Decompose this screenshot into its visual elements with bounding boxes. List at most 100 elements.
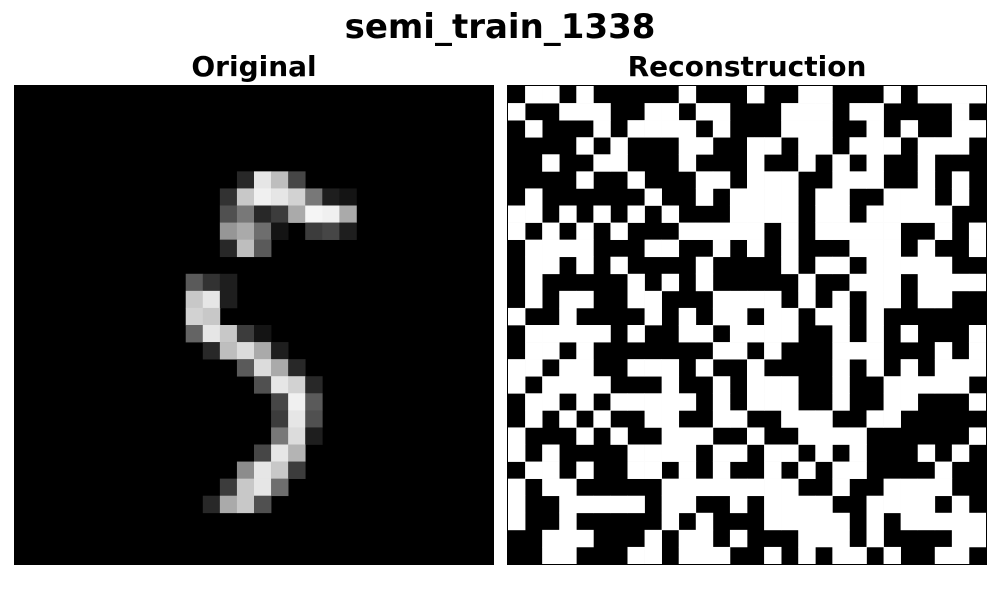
reconstruction-pixel — [934, 478, 953, 497]
original-pixel — [236, 359, 255, 377]
reconstruction-pixel — [798, 273, 816, 292]
reconstruction-pixel — [968, 359, 986, 377]
reconstruction-pixel — [747, 222, 765, 240]
reconstruction-pixel — [627, 495, 645, 514]
reconstruction-pixel — [934, 137, 953, 155]
reconstruction-pixel — [593, 120, 611, 138]
original-image-grid — [185, 171, 357, 514]
reconstruction-pixel — [832, 171, 850, 189]
reconstruction-pixel — [542, 222, 560, 240]
reconstruction-pixel — [815, 120, 833, 138]
original-pixel — [254, 461, 272, 479]
reconstruction-pixel — [849, 171, 867, 189]
reconstruction-pixel — [900, 512, 919, 531]
reconstruction-pixel — [729, 410, 748, 428]
reconstruction-pixel — [576, 222, 594, 240]
reconstruction-pixel — [951, 120, 970, 138]
original-pixel — [254, 325, 272, 343]
original-pixel — [271, 222, 289, 240]
reconstruction-pixel — [798, 290, 816, 309]
reconstruction-pixel — [917, 478, 936, 497]
reconstruction-pixel — [900, 325, 919, 343]
reconstruction-pixel — [832, 512, 850, 531]
reconstruction-pixel — [883, 478, 901, 497]
original-pixel — [219, 342, 238, 360]
reconstruction-pixel — [798, 103, 816, 121]
reconstruction-pixel — [729, 222, 748, 240]
reconstruction-pixel — [576, 256, 594, 275]
reconstruction-pixel — [542, 342, 560, 360]
original-pixel — [305, 376, 323, 394]
reconstruction-pixel — [764, 478, 782, 497]
reconstruction-pixel — [525, 239, 543, 258]
reconstruction-pixel — [917, 256, 936, 275]
reconstruction-pixel — [525, 120, 543, 138]
reconstruction-pixel — [764, 546, 782, 564]
original-pixel — [288, 188, 306, 206]
original-pixel — [271, 478, 289, 497]
reconstruction-pixel — [661, 103, 680, 121]
reconstruction-pixel — [883, 137, 901, 155]
reconstruction-pixel — [951, 171, 970, 189]
reconstruction-pixel — [832, 188, 850, 206]
original-pixel — [202, 495, 221, 514]
reconstruction-pixel — [729, 342, 748, 360]
reconstruction-pixel — [917, 444, 936, 462]
original-pixel — [219, 478, 238, 497]
reconstruction-pixel — [542, 478, 560, 497]
reconstruction-pixel — [508, 359, 526, 377]
reconstruction-pixel — [917, 205, 936, 223]
reconstruction-pixel — [951, 273, 970, 292]
original-pixel — [254, 239, 272, 258]
reconstruction-pixel — [815, 444, 833, 462]
original-image — [15, 86, 493, 564]
reconstruction-pixel — [678, 86, 697, 104]
reconstruction-pixel — [917, 171, 936, 189]
reconstruction-pixel — [798, 512, 816, 531]
reconstruction-pixel — [747, 359, 765, 377]
reconstruction-pixel — [934, 205, 953, 223]
reconstruction-pixel — [832, 393, 850, 411]
original-pixel — [288, 171, 306, 189]
reconstruction-pixel — [695, 188, 714, 206]
reconstruction-pixel — [951, 546, 970, 564]
reconstruction-pixel — [900, 359, 919, 377]
reconstruction-pixel — [798, 154, 816, 172]
reconstruction-pixel — [627, 273, 645, 292]
reconstruction-pixel — [866, 325, 884, 343]
original-pixel — [271, 359, 289, 377]
reconstruction-pixel — [508, 205, 526, 223]
reconstruction-pixel — [883, 239, 901, 258]
reconstruction-pixel — [747, 188, 765, 206]
original-pixel — [202, 273, 221, 292]
reconstruction-pixel — [781, 188, 799, 206]
reconstruction-pixel — [644, 239, 662, 258]
reconstruction-pixel — [951, 444, 970, 462]
reconstruction-pixel — [644, 444, 662, 462]
reconstruction-pixel — [917, 273, 936, 292]
reconstruction-pixel — [747, 205, 765, 223]
reconstruction-pixel — [832, 546, 850, 564]
reconstruction-pixel — [712, 239, 731, 258]
reconstruction-pixel — [866, 342, 884, 360]
reconstruction-pixel — [747, 239, 765, 258]
reconstruction-pixel — [917, 86, 936, 104]
reconstruction-pixel — [678, 137, 697, 155]
reconstruction-pixel — [900, 205, 919, 223]
reconstruction-pixel — [627, 325, 645, 343]
reconstruction-pixel — [866, 239, 884, 258]
reconstruction-pixel — [764, 171, 782, 189]
reconstruction-pixel — [644, 461, 662, 479]
reconstruction-pixel — [712, 290, 731, 309]
reconstruction-pixel — [900, 120, 919, 138]
reconstruction-pixel — [866, 359, 884, 377]
reconstruction-pixel — [576, 529, 594, 548]
original-pixel — [236, 342, 255, 360]
reconstruction-pixel — [968, 239, 986, 258]
reconstruction-pixel — [900, 478, 919, 497]
reconstruction-pixel — [883, 86, 901, 104]
reconstruction-pixel — [508, 103, 526, 121]
reconstruction-pixel — [678, 222, 697, 240]
original-pixel — [236, 461, 255, 479]
reconstruction-panel-title: Reconstruction — [627, 50, 867, 83]
